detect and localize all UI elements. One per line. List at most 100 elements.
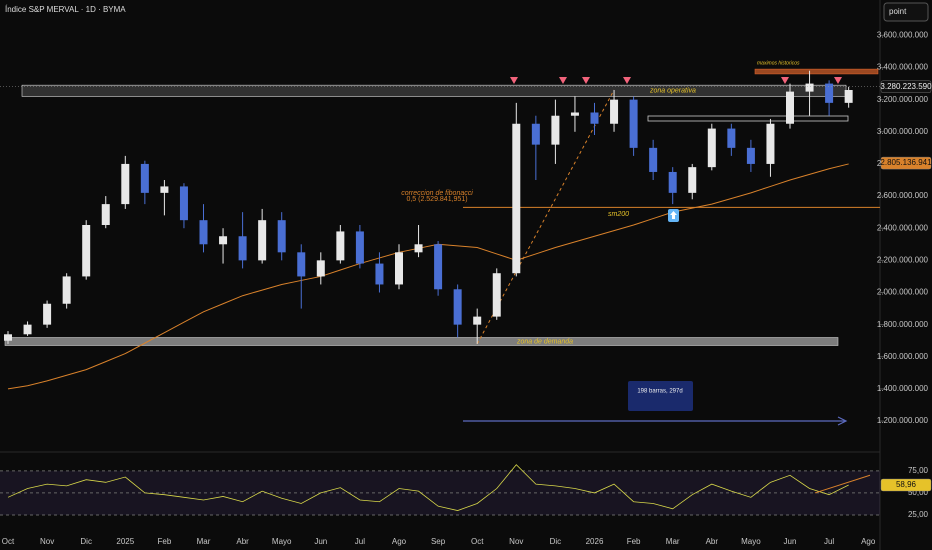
candle-body xyxy=(395,252,403,285)
candle-body xyxy=(414,244,423,253)
point-button-label[interactable]: point xyxy=(889,7,907,16)
candle-body xyxy=(766,123,775,164)
candle-body xyxy=(805,83,814,92)
chart-title: Índice S&P MERVAL · 1D · BYMA xyxy=(5,5,126,14)
x-tick-label: 2025 xyxy=(116,537,134,546)
candle-body xyxy=(473,316,482,325)
candle-body xyxy=(746,147,755,164)
y-tick-label: 1.600.000.000 xyxy=(877,352,929,361)
candle-body xyxy=(140,163,149,193)
candle-body xyxy=(629,99,638,148)
x-tick-label: Jul xyxy=(355,537,365,546)
resistance-marker xyxy=(510,77,518,84)
candle-body xyxy=(453,289,462,325)
candle-body xyxy=(668,171,677,193)
candle-body xyxy=(570,112,579,116)
candle-body xyxy=(688,167,697,193)
y-tick-label: 1.200.000.000 xyxy=(877,416,929,425)
candle-body xyxy=(219,236,228,245)
fib-title: correccion de fibonacci xyxy=(401,190,473,197)
resistance-marker xyxy=(781,77,789,84)
candle-body xyxy=(844,90,853,103)
price-tag xyxy=(880,478,932,492)
candle-body xyxy=(62,276,71,304)
sma-line xyxy=(7,163,849,390)
zone xyxy=(754,68,879,75)
range-note: 198 barras, 297d xyxy=(637,389,682,395)
candle-body xyxy=(531,123,540,145)
candle-body xyxy=(512,123,521,274)
x-tick-label: Sep xyxy=(431,537,446,546)
price-tag-label: 3.280.223.590 xyxy=(880,82,932,91)
candle-body xyxy=(492,273,501,317)
y-tick-label: 2.200.000.000 xyxy=(877,255,929,264)
zone xyxy=(4,337,839,346)
zone-label: zona de demanda xyxy=(516,338,573,345)
fib-level-label: 0,5 (2.529.841,951) xyxy=(406,196,467,203)
x-tick-label: Abr xyxy=(706,537,719,546)
x-tick-label: Mayo xyxy=(741,537,761,546)
x-tick-label: Ago xyxy=(392,537,407,546)
rsi-tick-label: 75,00 xyxy=(908,466,929,475)
x-tick-label: Oct xyxy=(2,537,15,546)
candle-body xyxy=(199,220,208,245)
x-tick-label: Jun xyxy=(784,537,797,546)
x-tick-label: Dic xyxy=(80,537,92,546)
price-tag-label: 58,96 xyxy=(896,480,917,489)
x-tick-label: Feb xyxy=(627,537,641,546)
range-note-box xyxy=(628,381,693,411)
candle-body xyxy=(727,128,736,148)
x-tick-label: 2026 xyxy=(586,537,604,546)
candle-body xyxy=(179,186,188,221)
point-button[interactable] xyxy=(883,2,929,22)
price-tag xyxy=(880,80,932,93)
y-tick-label: 3.400.000.000 xyxy=(877,63,929,72)
x-tick-label: Abr xyxy=(236,537,249,546)
zone xyxy=(21,84,847,97)
x-tick-label: Nov xyxy=(40,537,54,546)
candle-body xyxy=(23,324,32,335)
candle-body xyxy=(825,83,834,103)
candle-body xyxy=(82,225,91,277)
support-arrow xyxy=(670,211,677,219)
candle-body xyxy=(649,147,658,172)
rsi-tick-label: 25,00 xyxy=(908,510,929,519)
x-tick-label: Nov xyxy=(509,537,523,546)
y-tick-label: 1.400.000.000 xyxy=(877,384,929,393)
resistance-marker xyxy=(582,77,590,84)
y-tick-label: 2.000.000.000 xyxy=(877,288,929,297)
candle-body xyxy=(101,204,110,225)
candle-body xyxy=(258,220,267,261)
candle-body xyxy=(4,334,12,341)
candle-body xyxy=(121,163,130,205)
zone-label: maximos historicos xyxy=(757,60,800,66)
y-tick-label: 3.000.000.000 xyxy=(877,127,929,136)
y-tick-label: 1.800.000.000 xyxy=(877,320,929,329)
resistance-marker xyxy=(834,77,842,84)
candle-body xyxy=(707,128,716,168)
rsi-line xyxy=(7,464,849,511)
y-tick-label: 2.400.000.000 xyxy=(877,223,929,232)
candle-body xyxy=(297,252,306,277)
candle-body xyxy=(355,231,364,264)
x-tick-label: Jul xyxy=(824,537,834,546)
candle-body xyxy=(590,112,599,124)
x-tick-label: Ago xyxy=(861,537,876,546)
candle-body xyxy=(551,115,560,145)
price-tag xyxy=(880,156,932,170)
zone-label: zona operativa xyxy=(649,88,696,95)
resistance-marker xyxy=(623,77,631,84)
candle-body xyxy=(786,91,794,124)
x-tick-label: Jun xyxy=(314,537,327,546)
y-tick-label: 3.600.000.000 xyxy=(877,30,929,39)
x-tick-label: Feb xyxy=(158,537,172,546)
resistance-marker xyxy=(559,77,567,84)
x-tick-label: Oct xyxy=(471,537,484,546)
candle-body xyxy=(336,231,345,261)
x-tick-label: Mayo xyxy=(272,537,292,546)
candle-body xyxy=(277,220,286,253)
candle-body xyxy=(238,236,247,261)
range-arrowhead xyxy=(837,416,848,426)
candle-body xyxy=(160,186,169,193)
